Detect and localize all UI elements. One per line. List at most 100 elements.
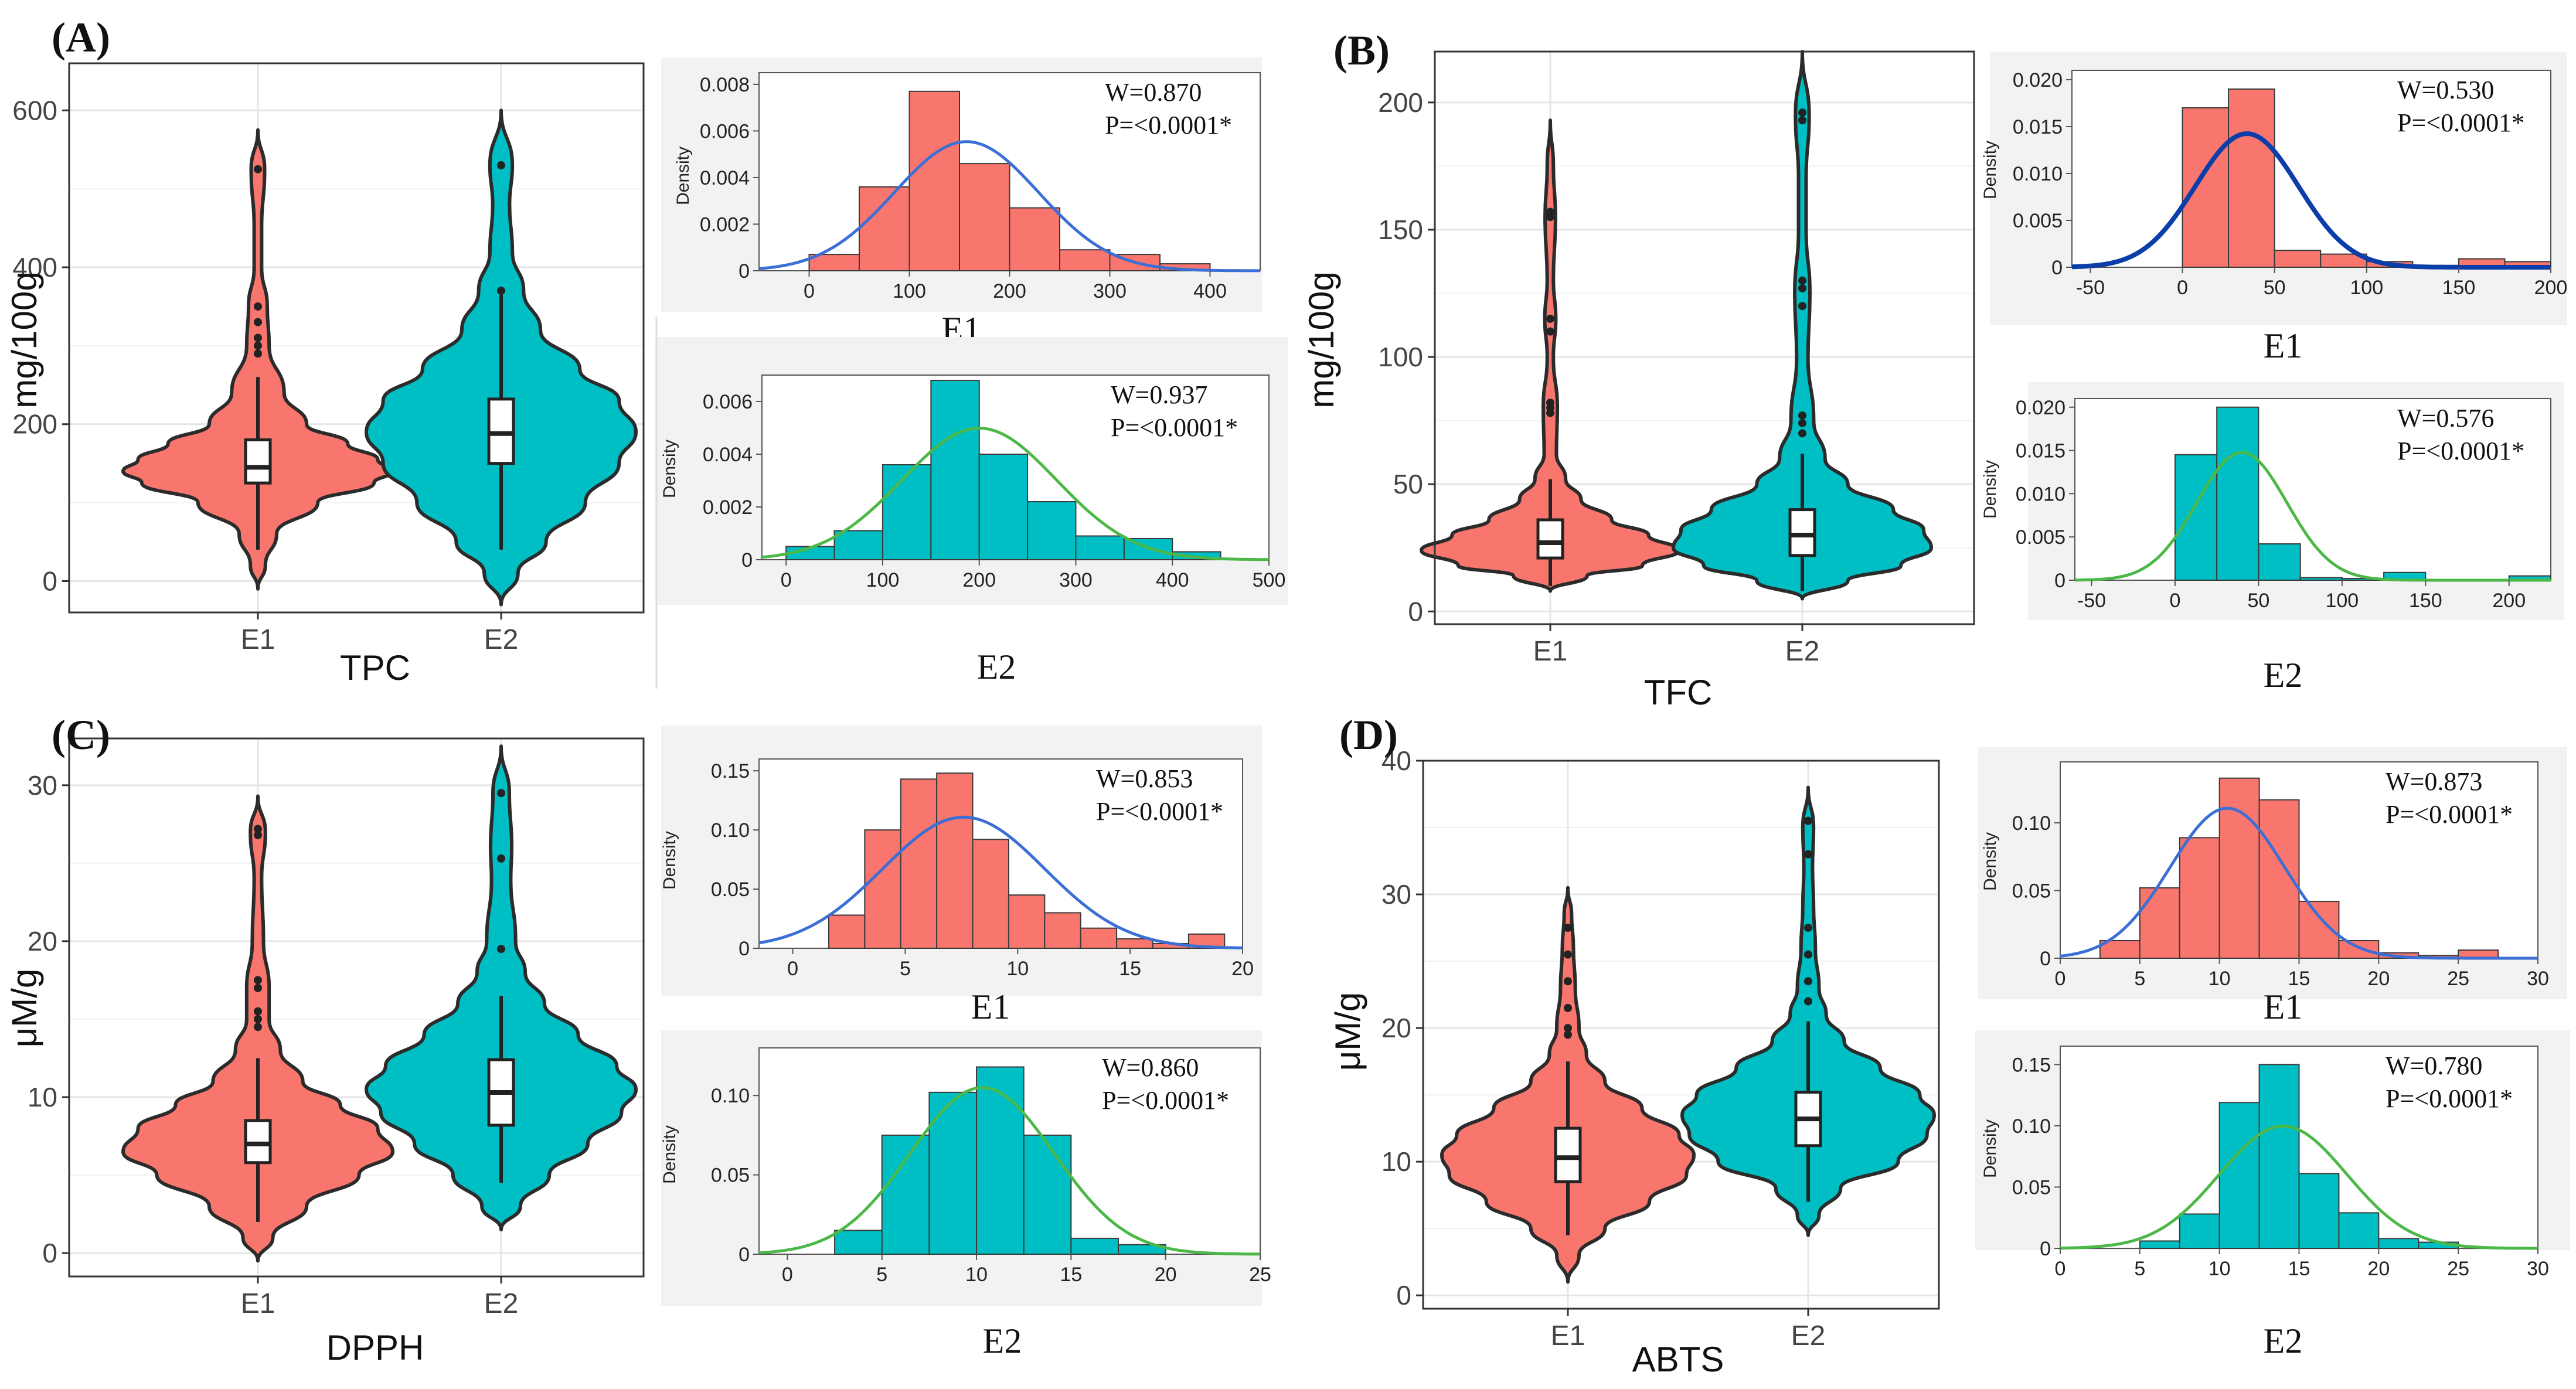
y-tick-label: 0.015	[2013, 116, 2063, 138]
outlier-point	[254, 1023, 262, 1031]
C-hist-E2-panel: 0 5 10 15 20 25 0 0.05 0.10 Density W=0.860 P=<0.00…	[660, 1030, 1271, 1360]
y-axis-title: Density	[660, 1125, 679, 1184]
B-violin-panel: 0 50 100 150 200 E1 E2 TFC mg/100g (B)	[1302, 27, 1975, 712]
x-tick-label: 0	[782, 1264, 793, 1286]
normal-density-curve	[2071, 131, 2551, 270]
p-value: P=<0.0001*	[2397, 108, 2524, 137]
x-tick-label: E1	[241, 1288, 275, 1319]
x-tick-label: 15	[1060, 1264, 1082, 1286]
histogram-bar	[900, 778, 938, 949]
histogram-bar	[2338, 1212, 2380, 1249]
histogram-bar	[976, 1066, 1025, 1255]
histogram-bar	[864, 829, 901, 949]
outlier-point	[1564, 1024, 1572, 1033]
plot-area	[69, 63, 644, 612]
normal-density-curve	[758, 140, 1260, 273]
histogram-bar	[2179, 837, 2220, 959]
outlier-point	[254, 1014, 262, 1023]
outlier-point	[1804, 924, 1812, 932]
y-tick-label: 150	[1378, 215, 1423, 245]
y-axis-title: Density	[1981, 141, 2000, 199]
B-hist-E1-panel: -50 0 50 100 150 200 0 0.005 0.010 0.015 0.020 Dens…	[1981, 52, 2567, 365]
histogram-bar	[2216, 406, 2259, 581]
y-tick-label: 0.010	[2016, 483, 2065, 505]
outlier-point	[254, 830, 262, 839]
x-tick-label: 200	[2534, 277, 2568, 299]
plot-frame	[1434, 50, 1975, 625]
normal-density-curve	[758, 815, 1243, 949]
x-tick-label: 20	[1231, 958, 1254, 980]
box-E1	[1554, 1126, 1582, 1183]
outlier-point	[1804, 950, 1812, 959]
x-tick-label: 5	[876, 1264, 887, 1286]
y-tick-label: 0	[42, 566, 57, 596]
plot-area	[2071, 70, 2551, 268]
normal-density-curve	[761, 427, 1269, 561]
y-tick-label: 0.10	[711, 819, 750, 842]
outlier-point	[254, 302, 262, 311]
histogram-bar	[2258, 1064, 2300, 1249]
outlier-point	[1546, 399, 1554, 407]
histogram-bar	[972, 839, 1009, 949]
y-tick-label: 0	[2051, 257, 2063, 279]
outlier-point	[497, 854, 505, 863]
y-axis-title: μM/g	[1328, 992, 1367, 1071]
x-tick-label: 0	[2177, 277, 2188, 299]
plot-area	[1423, 761, 1939, 1309]
x-tick-label: 25	[1249, 1264, 1271, 1286]
outlier-point	[497, 789, 505, 798]
y-tick-label: 40	[1381, 745, 1411, 776]
y-tick-label: 0.020	[2016, 397, 2065, 419]
outlier-point	[1804, 977, 1812, 986]
y-tick-label: 0.004	[703, 444, 753, 466]
x-tick-label: 5	[2134, 1258, 2145, 1280]
histogram-bar	[1070, 1237, 1119, 1255]
y-tick-label: 0	[739, 938, 750, 960]
outlier-point	[254, 1007, 262, 1016]
outlier-point	[1798, 411, 1806, 420]
D-violin-panel: 0 10 20 30 40 E1 E2 ABTS μM/g (D)	[1328, 711, 1940, 1379]
histogram-bar	[1044, 912, 1081, 949]
y-tick-label: 10	[28, 1082, 57, 1112]
histogram-bar	[1059, 249, 1111, 271]
outlier-point	[254, 318, 262, 326]
y-tick-label: 0	[1408, 596, 1423, 627]
y-axis-title: Density	[1981, 832, 2000, 891]
y-tick-label: 0	[1396, 1280, 1411, 1310]
normal-density-curve	[2074, 451, 2551, 582]
plot-area	[69, 738, 644, 1276]
plot-area	[2074, 398, 2551, 581]
x-tick-label: E1	[1533, 636, 1568, 667]
x-tick-label: E2	[1791, 1320, 1826, 1351]
p-value: P=<0.0001*	[1102, 1086, 1229, 1115]
histogram-bar	[1009, 207, 1060, 271]
y-tick-label: 0.10	[711, 1085, 750, 1107]
y-axis-title: Density	[1981, 1119, 2000, 1178]
histogram-bar	[908, 90, 960, 271]
x-tick-label: 10	[965, 1264, 988, 1286]
x-tick-label: 10	[1006, 958, 1029, 980]
y-tick-label: 0.006	[700, 120, 750, 142]
A-violin-panel: 0 200 400 600 E1 E2 TPC mg/100g (A)	[5, 14, 645, 687]
x-axis-title: TFC	[1644, 673, 1713, 712]
box-E2	[487, 397, 515, 465]
histogram-bar	[2174, 454, 2218, 581]
y-axis-title: Density	[1981, 460, 2000, 519]
x-tick-label: 20	[2367, 1258, 2390, 1280]
histogram-bar	[978, 454, 1029, 560]
y-axis-title: Density	[660, 831, 679, 890]
histogram-bar	[1027, 501, 1077, 560]
y-tick-label: 600	[12, 95, 57, 125]
x-tick-label: 10	[2209, 1258, 2231, 1280]
violin-E2	[1680, 785, 1936, 1237]
y-tick-label: 0.15	[711, 760, 750, 782]
histogram-bar	[959, 163, 1010, 272]
y-tick-label: 0.002	[700, 213, 750, 236]
y-tick-label: 0.05	[2012, 880, 2051, 902]
histogram-title: E2	[977, 648, 1016, 686]
y-axis-title: mg/100g	[5, 271, 44, 408]
y-tick-label: 0	[42, 1238, 57, 1268]
y-axis-title: Density	[673, 147, 693, 205]
histogram-bar	[2258, 543, 2301, 581]
